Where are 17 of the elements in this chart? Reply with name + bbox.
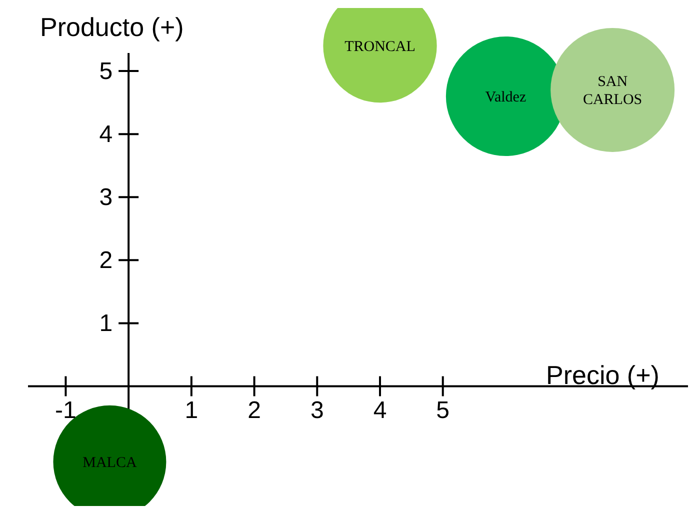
x-tick-label: -1: [55, 397, 76, 424]
x-axis-title: Precio (+): [546, 360, 660, 392]
y-tick-label: 2: [99, 247, 113, 274]
x-tick-label: 5: [436, 397, 450, 424]
series-label: TRONCAL: [344, 38, 416, 55]
y-tick-label: 1: [99, 310, 113, 338]
y-tick-label: 3: [99, 184, 113, 212]
series-label: MALCA: [82, 454, 137, 471]
y-tick-label: 5: [99, 58, 113, 86]
series-label: SAN CARLOS: [582, 74, 642, 108]
x-tick-label: 1: [184, 397, 198, 424]
y-axis-title: Producto (+): [40, 8, 184, 53]
series-label: Valdez: [485, 89, 526, 106]
x-tick-label: 3: [310, 397, 324, 424]
x-tick-label: 4: [373, 397, 387, 424]
y-tick-label: 4: [99, 121, 113, 148]
x-tick-label: 2: [248, 397, 261, 424]
